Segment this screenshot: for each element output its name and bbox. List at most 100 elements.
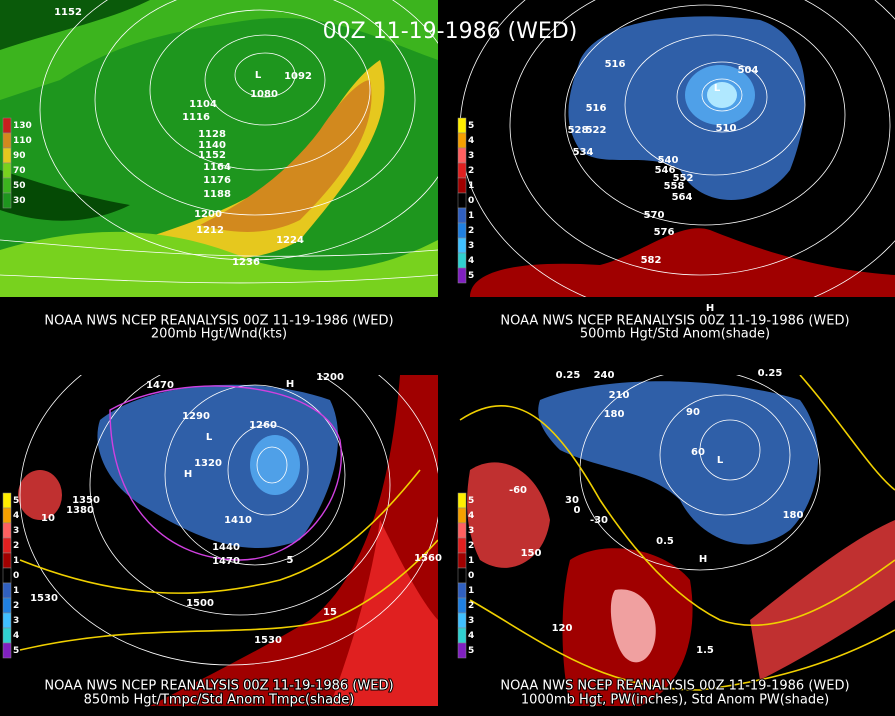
contour-label: 1152 [198,150,226,161]
legend-label: 4 [468,511,474,521]
panel-1000mb [455,375,895,706]
contour-label: 150 [521,548,542,559]
contour-label: 1224 [276,235,304,246]
contour-label: 1080 [250,89,278,100]
height-contours [19,375,438,666]
legend-swatch [457,507,467,524]
contour-label: 528 [568,125,589,136]
contour-label: 1350 [72,495,100,506]
contour-label: 1200 [194,209,222,220]
contour-label: L [717,455,724,466]
legend-label: 3 [468,241,474,251]
legend-swatch [2,147,12,164]
legend-swatch [2,582,12,599]
contour-label: 1410 [224,515,252,526]
contour-label: H [184,469,192,480]
contour-label: L [255,70,262,81]
contour-label: 504 [738,65,759,76]
legend-label: 4 [468,256,474,266]
legend-swatch [2,192,12,209]
legend-swatch [2,612,12,629]
contour-label: 558 [664,181,685,192]
contour-label: 1260 [249,420,277,431]
contour-label: 1380 [66,505,94,516]
panel-caption: 1000mb Hgt, PW(inches), Std Anom PW(shad… [521,693,829,708]
legend-swatch [457,492,467,509]
legend-swatch [457,207,467,224]
contour-label: 1560 [414,553,442,564]
contour-label: 546 [655,165,676,176]
legend-label: 1 [468,211,474,221]
legend-swatch [2,537,12,554]
contour-label: 1188 [203,189,231,200]
legend-swatch [457,642,467,659]
legend-swatch [457,597,467,614]
legend-label: 4 [13,631,19,641]
panel-850mb [0,375,438,706]
contour-label: 240 [594,370,615,381]
legend-swatch [2,567,12,584]
contour-label: 1152 [54,7,82,18]
legend-label: 2 [468,541,474,551]
legend-swatch [2,597,12,614]
legend-label: 30 [13,196,26,206]
contour-label: 0.5 [656,536,674,547]
legend-label: 2 [468,166,474,176]
legend-swatch [457,117,467,134]
legend-label: 5 [468,646,474,656]
contour-label: 1164 [203,162,231,173]
legend-label: 2 [468,226,474,236]
legend-swatch [2,117,12,134]
contour-label: H [699,554,707,565]
legend-label: 0 [13,571,19,581]
contour-label: 10 [41,513,55,524]
contour-label: 1140 [198,140,226,151]
contour-label: 90 [686,407,700,418]
legend-label: 1 [468,556,474,566]
panel-annotations: 5432101234514701200129012601320135013801… [2,372,442,709]
contour-label: 1530 [254,635,282,646]
legend-swatch [2,132,12,149]
contour-label: 0.25 [556,370,581,381]
legend-swatch [457,177,467,194]
panel-caption: 500mb Hgt/Std Anom(shade) [580,327,770,342]
contour-label: -60 [509,485,527,496]
legend-label: 0 [468,196,474,206]
contour-label: 1500 [186,598,214,609]
contour-label: 60 [691,447,705,458]
contour-label: 534 [573,147,594,158]
legend-label: 2 [13,541,19,551]
contour-label: 540 [658,155,679,166]
legend-label: 3 [13,526,19,536]
legend-swatch [457,627,467,644]
contour-label: 510 [716,123,737,134]
legend-label: 1 [468,181,474,191]
contour-label: 1530 [30,593,58,604]
panel-caption: NOAA NWS NCEP REANALYSIS 00Z 11-19-1986 … [500,314,849,329]
contour-label: 5 [287,555,294,566]
legend-swatch [457,132,467,149]
contour-label: 1440 [212,542,240,553]
legend-label: 1 [13,556,19,566]
legend-swatch [457,612,467,629]
panel-caption: 850mb Hgt/Tmpc/Std Anom Tmpc(shade) [84,693,355,708]
contour-label: 1290 [182,411,210,422]
contour-label: 564 [672,192,693,203]
legend-label: 4 [468,136,474,146]
legend-label: 5 [13,496,19,506]
contour-label: 15 [323,607,337,618]
legend-swatch [457,267,467,284]
panel-annotations: 1301109070503011521092108011041116112811… [2,7,395,343]
legend-label: 1 [13,586,19,596]
contour-label: 1236 [232,257,260,268]
legend-swatch [457,147,467,164]
contour-label: 1128 [198,129,226,140]
contour-label: 552 [673,173,694,184]
contour-label: 522 [586,125,607,136]
contour-label: H [706,303,714,314]
contour-label: 1470 [146,380,174,391]
legend-swatch [457,237,467,254]
legend-label: 2 [468,601,474,611]
